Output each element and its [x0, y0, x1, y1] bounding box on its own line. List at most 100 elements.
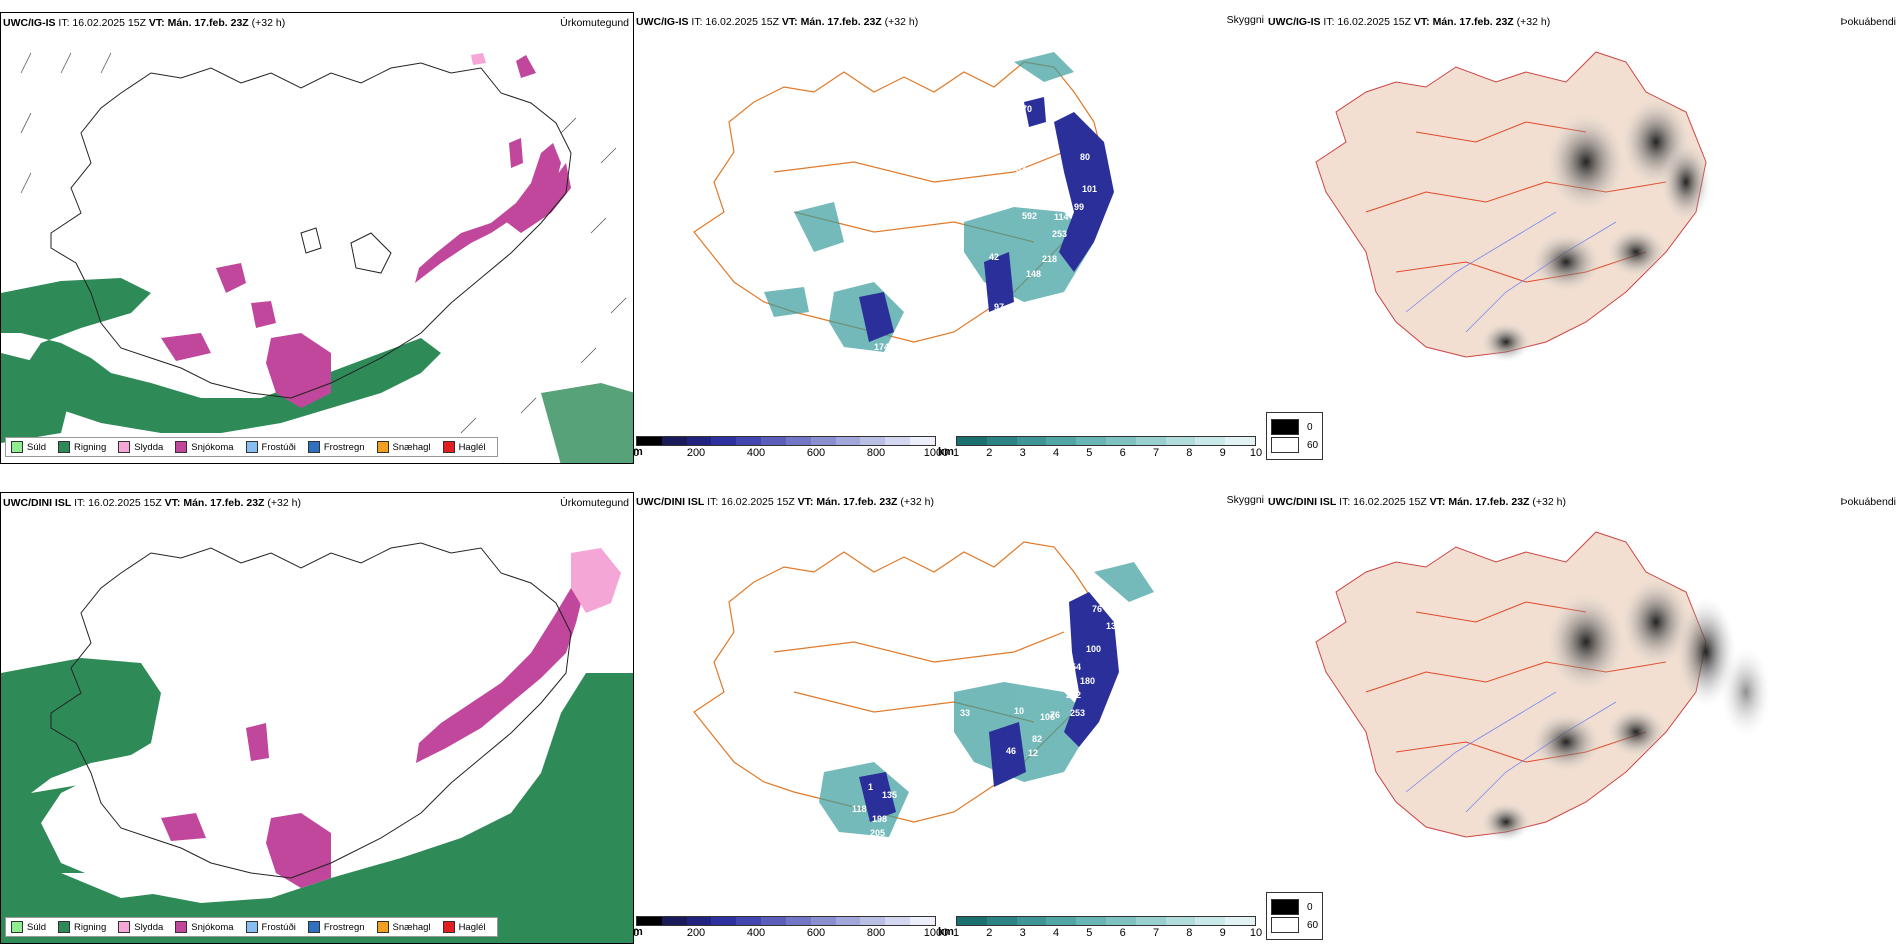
legend-item: Snjókoma: [175, 921, 234, 933]
colorbar-swatch: [1046, 437, 1077, 445]
colorbar-tick: 1: [952, 927, 960, 939]
fog-panel-top: UWC/IG-IS IT: 16.02.2025 15Z VT: Mán. 17…: [1266, 12, 1900, 464]
lead-time: (+32 h): [1532, 496, 1566, 508]
legend-item: Haglél: [442, 921, 486, 933]
lead-time: (+32 h): [884, 16, 919, 28]
colorbar-tick: 6: [1119, 927, 1126, 939]
colorbar-tick: 3: [1019, 447, 1026, 459]
colorbar-tick: 10: [1249, 927, 1263, 939]
vis-label: 42: [989, 252, 999, 262]
vis-label: 198: [872, 814, 887, 824]
legend-item: Snæhagl: [376, 441, 431, 453]
init-time: IT: 16.02.2025 15Z: [1339, 496, 1427, 508]
colorbar-swatch: [860, 437, 886, 445]
fog-legend-row: 60: [1271, 917, 1318, 933]
legend-item: Frostregn: [307, 921, 365, 933]
visibility-unit: km: [938, 446, 954, 458]
colorbar-tick: 200: [686, 927, 706, 939]
vis-label: 33: [960, 708, 970, 718]
model-name: UWC/IG-IS: [1268, 16, 1321, 28]
visibility-unit: km: [938, 926, 954, 938]
colorbar-swatch: [1105, 437, 1136, 445]
vis-label: 180: [1080, 676, 1095, 686]
vis-label: 154: [1066, 662, 1081, 672]
valid-time: VT: Mán. 17.feb. 23Z: [797, 496, 898, 508]
init-time: IT: 16.02.2025 15Z: [1323, 16, 1411, 28]
colorbar-tick: 0: [634, 927, 640, 939]
vis-label: 80: [1080, 152, 1090, 162]
colorbar-swatch: [1076, 437, 1106, 445]
precip-map: [1, 52, 633, 463]
colorbar-swatch: [761, 917, 786, 925]
colorbar-swatch: [637, 437, 662, 445]
visibility-panel-bottom: UWC/DINI ISL IT: 16.02.2025 15Z VT: Mán.…: [634, 492, 1266, 944]
fog-legend-row: 0: [1271, 419, 1318, 435]
fog-map: [1315, 51, 1711, 362]
vis-label: 253: [1070, 708, 1085, 718]
colorbar-swatch: [810, 437, 836, 445]
colorbar-tick: 2: [986, 447, 993, 459]
panel-title: Þokuábendi: [1840, 496, 1896, 508]
colorbar-swatch: [661, 917, 687, 925]
colorbar-tick: 4: [1052, 447, 1060, 459]
colorbar-swatch: [785, 917, 811, 925]
colorbar-tick: 9: [1219, 447, 1226, 459]
colorbar-tick: 800: [866, 927, 886, 939]
colorbar-tick: 0: [634, 447, 640, 459]
colorbar-swatch: [711, 437, 737, 445]
init-time: IT: 16.02.2025 15Z: [707, 496, 795, 508]
precip-map: [1, 542, 633, 943]
colorbar-swatch: [810, 917, 836, 925]
vis-label: 12: [1028, 748, 1038, 758]
fog-legend: 0 60: [1266, 892, 1324, 940]
visibility-map: 70 208 10 33 80 101 99 114 253 592 218 1…: [693, 52, 1114, 380]
model-name: UWC/DINI ISL: [3, 497, 72, 509]
panel-title: Úrkomutegund: [560, 17, 629, 29]
visibility-ticks: 1 2 3 4 5 6 7 8 9 10: [952, 926, 1262, 940]
colorbar-swatch: [1135, 437, 1166, 445]
colorbar-tick: 10: [1249, 447, 1263, 459]
visibility-colorbar-swatches: [956, 436, 1256, 446]
ceiling-colorbar-swatches: [636, 916, 936, 926]
visibility-panel-top: UWC/IG-IS IT: 16.02.2025 15Z VT: Mán. 17…: [634, 12, 1266, 464]
vis-label: 101: [1082, 184, 1097, 194]
colorbar-swatch: [910, 917, 935, 925]
colorbar-tick: 400: [746, 927, 766, 939]
colorbar-swatch: [1165, 917, 1196, 925]
lead-time: (+32 h): [900, 496, 934, 508]
colorbar-tick: 800: [866, 447, 886, 459]
fog-panel-bottom: UWC/DINI ISL IT: 16.02.2025 15Z VT: Mán.…: [1266, 492, 1900, 944]
valid-time: VT: Mán. 17.feb. 23Z: [164, 497, 265, 509]
vis-label: 76: [1050, 710, 1060, 720]
legend-item: Frostúði: [245, 441, 296, 453]
panel-header: UWC/DINI ISL IT: 16.02.2025 15Z VT: Mán.…: [636, 496, 934, 508]
colorbar-swatch: [885, 917, 911, 925]
ceiling-unit: m: [634, 446, 643, 458]
colorbar-tick: 8: [1186, 447, 1193, 459]
legend-item: Snjókoma: [175, 441, 234, 453]
precip-panel-bottom: UWC/DINI ISL IT: 16.02.2025 15Z VT: Mán.…: [0, 492, 634, 944]
valid-time: VT: Mán. 17.feb. 23Z: [1429, 496, 1530, 508]
colorbar-swatch: [711, 917, 737, 925]
vis-label: 98: [880, 370, 890, 380]
vis-label: 114: [1054, 212, 1069, 222]
panel-header: UWC/IG-IS IT: 16.02.2025 15Z VT: Mán. 17…: [1268, 16, 1550, 28]
panel-header: UWC/IG-IS IT: 16.02.2025 15Z VT: Mán. 17…: [636, 16, 918, 28]
colorbar-swatch: [1195, 437, 1226, 445]
colorbar-tick: 3: [1019, 927, 1026, 939]
colorbar-swatch: [1135, 917, 1166, 925]
colorbar-tick: 600: [806, 927, 826, 939]
fog-map: [1315, 531, 1771, 842]
precip-legend: Súld Rigning Slydda Snjókoma Frostúði Fr…: [5, 917, 498, 937]
vis-label: 202: [1066, 690, 1081, 700]
model-name: UWC/IG-IS: [636, 16, 689, 28]
colorbar-swatch: [910, 437, 935, 445]
colorbar-tick: 7: [1152, 927, 1160, 939]
colorbar-swatch: [986, 437, 1017, 445]
vis-label: 70: [1022, 104, 1032, 114]
legend-item: Slydda: [118, 921, 163, 933]
colorbar-tick: 1000: [923, 927, 949, 939]
vis-label: 1: [868, 782, 873, 792]
valid-time: VT: Mán. 17.feb. 23Z: [148, 17, 249, 29]
panel-title: Úrkomutegund: [560, 497, 629, 509]
